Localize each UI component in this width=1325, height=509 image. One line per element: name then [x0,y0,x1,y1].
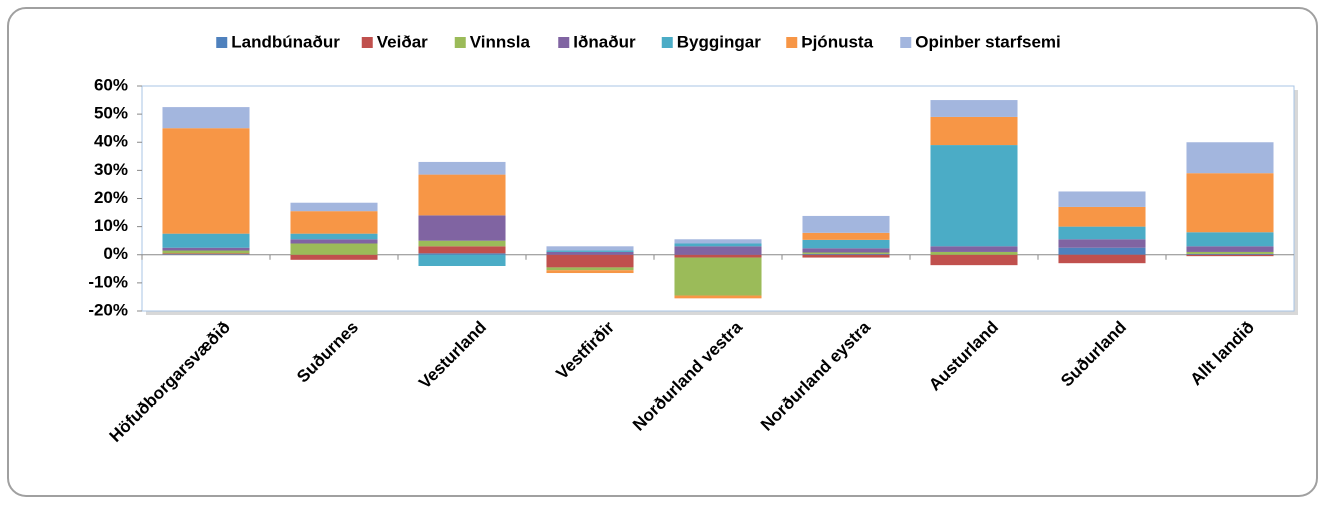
bar-segment [1058,247,1146,255]
bar-segment [802,239,890,249]
bar-segment [418,254,506,266]
bar-segment [802,254,890,258]
y-tick-label: 20% [94,188,128,207]
bar-segment [1058,206,1146,227]
legend-label: Veiðar [377,32,428,51]
bar-segment [162,253,250,255]
bar-segment [162,250,250,254]
bar-segment [930,116,1018,146]
legend-swatch [661,37,673,48]
bar-segment [290,233,378,240]
bar-segment [418,253,506,255]
bar-segment [290,239,378,244]
bar-segment [802,215,890,233]
legend-swatch [558,37,570,48]
legend-label: Byggingar [677,32,761,51]
bar-segment [418,174,506,216]
y-tick-label: -10% [88,272,128,291]
bar-segment [674,257,762,296]
bar-segment [674,246,762,255]
bar-segment [1186,142,1274,174]
bar-segment [546,270,634,274]
y-tick-label: -20% [88,300,128,319]
bar-segment [546,250,634,252]
bar-segment [290,211,378,234]
y-tick-label: 0% [103,244,128,263]
bar-segment [162,128,250,234]
bar-segment [1058,254,1146,264]
legend-swatch [361,37,373,48]
bar-segment [802,232,890,240]
bar-segment [674,295,762,299]
bar-segment [290,254,378,260]
bar-segment [290,202,378,212]
legend-swatch [786,37,798,48]
bar-segment [930,251,1018,255]
bar-segment [1186,246,1274,252]
bar-segment [802,248,890,253]
bar-segment [1186,173,1274,233]
y-tick-label: 60% [94,75,128,94]
bar-segment [162,233,250,248]
legend-label: Vinnsla [470,32,531,51]
bar-segment [674,243,762,247]
bar-segment [162,107,250,129]
bar-segment [162,247,250,251]
legend-label: Landbúnaður [231,32,340,51]
legend-swatch [454,37,466,48]
bar-segment [290,243,378,255]
bar-segment [1058,226,1146,240]
bar-segment [546,267,634,271]
bar-segment [1186,254,1274,257]
y-tick-label: 10% [94,216,128,235]
bar-segment [930,254,1018,266]
bar-segment [546,254,634,268]
y-tick-label: 50% [94,104,128,123]
bar-segment [1058,191,1146,207]
bar-segment [546,251,634,255]
bar-segment [674,254,762,258]
bar-segment [1186,232,1274,247]
bar-segment [802,252,890,254]
legend-swatch [216,37,228,48]
y-tick-label: 40% [94,132,128,151]
bar-segment [1186,253,1274,255]
bar-segment [418,161,506,175]
bar-segment [1186,251,1274,254]
y-tick-label: 30% [94,160,128,179]
bar-segment [930,246,1018,252]
bar-segment [1058,239,1146,248]
bar-segment [418,240,506,247]
legend-label: Opinber starfsemi [915,32,1061,51]
bar-segment [546,246,634,251]
legend-swatch [900,37,912,48]
bar-segment [162,254,250,255]
bar-segment [674,239,762,244]
legend-label: Þjónusta [801,32,873,51]
legend-label: Iðnaður [573,32,636,51]
bar-segment [930,100,1018,117]
bar-segment [930,145,1018,247]
bar-segment [418,246,506,254]
bar-segment [802,253,890,255]
bar-segment [418,215,506,241]
